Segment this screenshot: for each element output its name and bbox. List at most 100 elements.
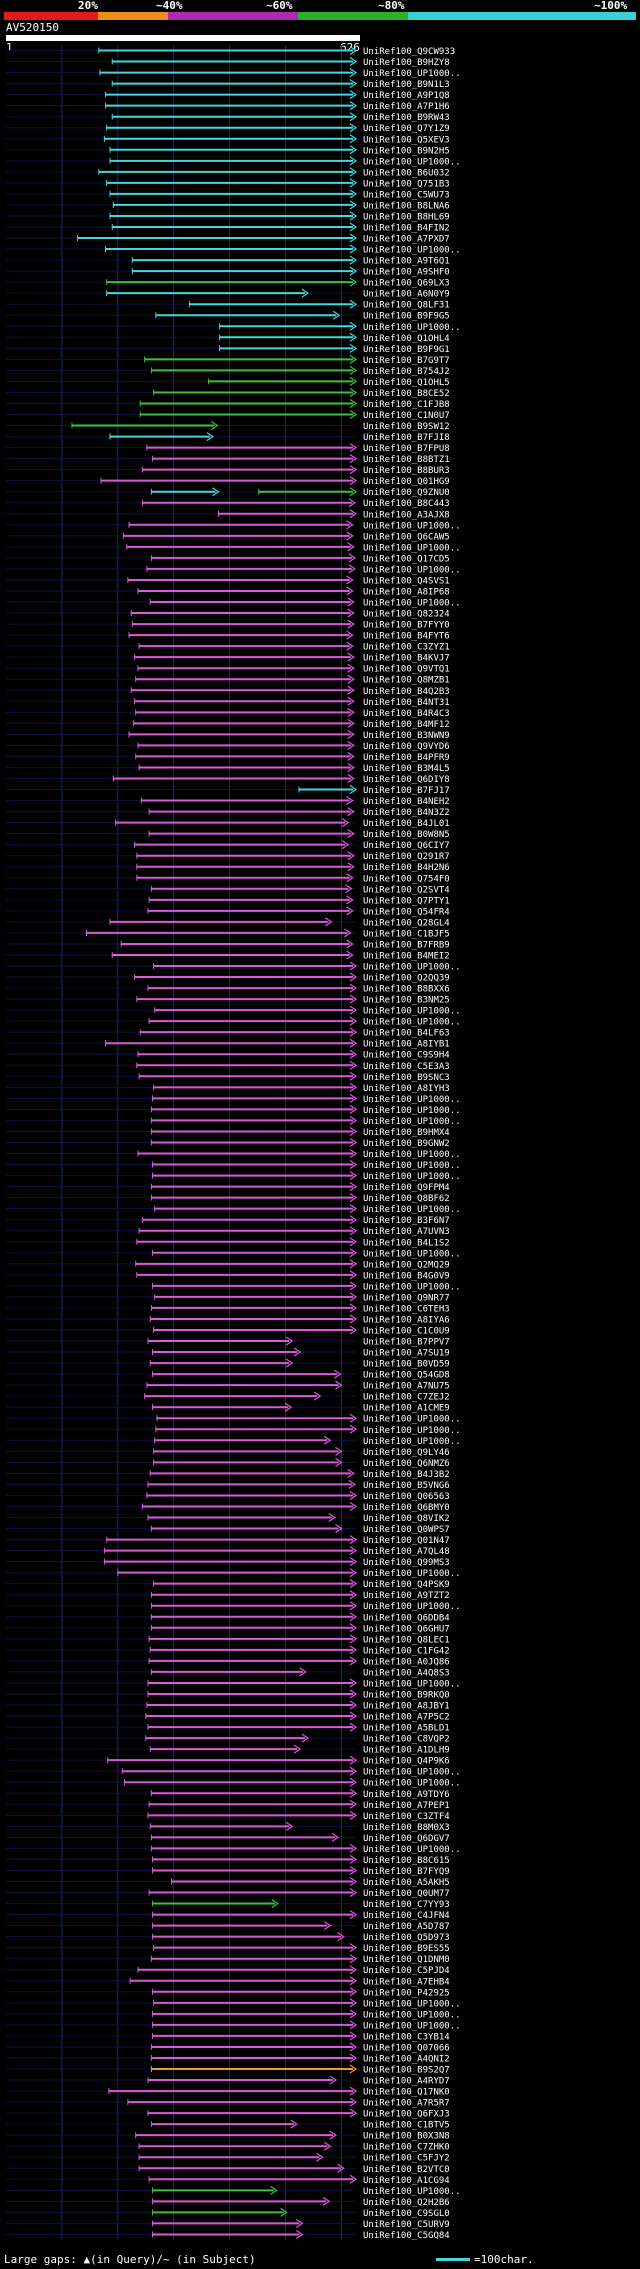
hit-row[interactable]: UniRef100_B4G0V9 <box>6 1270 450 1282</box>
hit-row[interactable]: UniRef100_B4MF12 <box>6 718 450 730</box>
hit-row[interactable]: UniRef100_Q8LEC1 <box>6 1634 450 1646</box>
hit-label[interactable]: UniRef100_B3NWN9 <box>363 731 450 741</box>
hit-label[interactable]: UniRef100_Q82324 <box>363 610 450 620</box>
hit-row[interactable]: UniRef100_A8IYH3 <box>6 1082 450 1094</box>
hit-label[interactable]: UniRef100_A7PXD7 <box>363 235 450 245</box>
hit-label[interactable]: UniRef100_C5FJY2 <box>363 2154 450 2164</box>
hit-label[interactable]: UniRef100_C9SGL0 <box>363 2209 450 2219</box>
hit-label[interactable]: UniRef100_A1DLH9 <box>363 1746 450 1756</box>
hit-label[interactable]: UniRef100_C5URV9 <box>363 2220 450 2230</box>
hit-row[interactable]: UniRef100_C5E3A3 <box>6 1060 450 1072</box>
hit-row[interactable]: UniRef100_UP1000.. <box>6 1601 461 1613</box>
hit-row[interactable]: UniRef100_Q01HG9 <box>6 476 450 488</box>
hit-row[interactable]: UniRef100_Q0WPS7 <box>6 1524 450 1536</box>
hit-row[interactable]: UniRef100_A7NU75 <box>6 1380 450 1392</box>
hit-label[interactable]: UniRef100_UP1000.. <box>363 1602 461 1612</box>
hit-label[interactable]: UniRef100_Q01HG9 <box>363 477 450 487</box>
hit-label[interactable]: UniRef100_B7FRB9 <box>363 940 450 950</box>
hit-label[interactable]: UniRef100_Q5XEV3 <box>363 135 450 145</box>
hit-label[interactable]: UniRef100_A9T6Q1 <box>363 257 450 267</box>
hit-label[interactable]: UniRef100_B4PFR9 <box>363 753 450 763</box>
hit-row[interactable]: UniRef100_A7SU19 <box>6 1347 450 1359</box>
hit-row[interactable]: UniRef100_B7FPU8 <box>6 443 450 455</box>
hit-row[interactable]: UniRef100_Q82324 <box>6 608 450 620</box>
hit-row[interactable]: UniRef100_Q6DIY8 <box>6 773 450 785</box>
hit-row[interactable]: UniRef100_UP1000.. <box>6 2020 461 2032</box>
hit-row[interactable]: UniRef100_A1DLH9 <box>6 1744 450 1756</box>
hit-label[interactable]: UniRef100_B8CE52 <box>363 389 450 399</box>
hit-row[interactable]: UniRef100_UP1000.. <box>6 1104 461 1116</box>
hit-row[interactable]: UniRef100_B8C443 <box>6 498 450 510</box>
hit-row[interactable]: UniRef100_Q8BF62 <box>6 1193 450 1205</box>
hit-row[interactable]: UniRef100_Q54GD8 <box>6 1369 450 1381</box>
hit-row[interactable]: UniRef100_UP1000.. <box>6 1843 461 1855</box>
hit-label[interactable]: UniRef100_Q9VTQ1 <box>363 665 450 675</box>
hit-row[interactable]: UniRef100_Q8LF31 <box>6 299 450 311</box>
hit-label[interactable]: UniRef100_Q4PSK9 <box>363 1580 450 1590</box>
hit-row[interactable]: UniRef100_UP1000.. <box>6 597 461 609</box>
hit-row[interactable]: UniRef100_C6TEH3 <box>6 1303 450 1315</box>
hit-label[interactable]: UniRef100_UP1000.. <box>363 1150 461 1160</box>
hit-label[interactable]: UniRef100_A4QNI2 <box>363 2054 450 2064</box>
hit-label[interactable]: UniRef100_A8IP68 <box>363 587 450 597</box>
hit-label[interactable]: UniRef100_Q9VYD6 <box>363 742 450 752</box>
hit-label[interactable]: UniRef100_C1BJF5 <box>363 929 450 939</box>
hit-label[interactable]: UniRef100_B4Q2B3 <box>363 687 450 697</box>
hit-row[interactable]: UniRef100_B4FIN2 <box>6 222 450 234</box>
hit-row[interactable]: UniRef100_Q9VYD6 <box>6 740 450 752</box>
hit-row[interactable]: UniRef100_B4NEH2 <box>6 796 450 808</box>
hit-row[interactable]: UniRef100_C1N0U7 <box>6 410 450 422</box>
hit-label[interactable]: UniRef100_Q6NMZ6 <box>363 1459 450 1469</box>
hit-row[interactable]: UniRef100_A3AJX8 <box>6 509 450 521</box>
hit-row[interactable]: UniRef100_UP1000.. <box>6 1016 461 1028</box>
hit-label[interactable]: UniRef100_B9N2H5 <box>363 146 450 156</box>
hit-row[interactable]: UniRef100_Q4SVS1 <box>6 575 450 587</box>
hit-row[interactable]: UniRef100_Q4PSK9 <box>6 1579 450 1591</box>
hit-row[interactable]: UniRef100_Q9NR77 <box>6 1292 450 1304</box>
hit-row[interactable]: UniRef100_UP1000.. <box>6 321 461 333</box>
hit-label[interactable]: UniRef100_B9S2Q7 <box>363 2066 450 2076</box>
hit-row[interactable]: UniRef100_C1FJB8 <box>6 398 450 410</box>
hit-label[interactable]: UniRef100_UP1000.. <box>363 1569 461 1579</box>
hit-label[interactable]: UniRef100_Q9LY46 <box>363 1448 450 1458</box>
hit-row[interactable]: UniRef100_UP1000.. <box>6 1568 461 1580</box>
hit-row[interactable]: UniRef100_UP1000.. <box>6 1115 461 1127</box>
hit-label[interactable]: UniRef100_B0W8N5 <box>363 830 450 840</box>
hit-row[interactable]: UniRef100_Q751B3 <box>6 178 450 190</box>
hit-label[interactable]: UniRef100_B8BUR3 <box>363 466 450 476</box>
hit-row[interactable]: UniRef100_C4JFN4 <box>6 1910 450 1922</box>
hit-label[interactable]: UniRef100_B6U032 <box>363 168 450 178</box>
hit-label[interactable]: UniRef100_C5PJD4 <box>363 1966 450 1976</box>
hit-label[interactable]: UniRef100_C9S9H4 <box>363 1051 450 1061</box>
hit-row[interactable]: UniRef100_B8C615 <box>6 1854 450 1866</box>
hit-row[interactable]: UniRef100_B7FJI8 <box>6 432 450 444</box>
hit-label[interactable]: UniRef100_UP1000.. <box>363 157 461 167</box>
hit-row[interactable]: UniRef100_B9S2Q7 <box>6 2064 450 2076</box>
hit-label[interactable]: UniRef100_B8LNA6 <box>363 201 450 211</box>
hit-row[interactable]: UniRef100_Q01N47 <box>6 1535 450 1547</box>
hit-label[interactable]: UniRef100_B9HZY8 <box>363 58 450 68</box>
hit-label[interactable]: UniRef100_B4MF12 <box>363 720 450 730</box>
hit-row[interactable]: UniRef100_Q5XEV3 <box>6 134 450 146</box>
hit-row[interactable]: UniRef100_C3YB14 <box>6 2031 450 2043</box>
hit-row[interactable]: UniRef100_B9RKQ0 <box>6 1689 450 1701</box>
hit-row[interactable]: UniRef100_Q1DNM0 <box>6 1954 450 1966</box>
hit-label[interactable]: UniRef100_A4Q8S3 <box>363 1668 450 1678</box>
hit-label[interactable]: UniRef100_A5AKH5 <box>363 1878 450 1888</box>
hit-label[interactable]: UniRef100_A8IYB1 <box>363 1040 450 1050</box>
hit-row[interactable]: UniRef100_Q2SVT4 <box>6 884 450 896</box>
hit-row[interactable]: UniRef100_Q2H2B6 <box>6 2196 450 2208</box>
hit-row[interactable]: UniRef100_UP1000.. <box>6 1248 461 1260</box>
hit-row[interactable]: UniRef100_A8IP68 <box>6 586 450 598</box>
hit-row[interactable]: UniRef100_B9HZY8 <box>6 57 450 69</box>
hit-label[interactable]: UniRef100_Q69LX3 <box>363 279 450 289</box>
hit-label[interactable]: UniRef100_C1C0U9 <box>363 1326 450 1336</box>
hit-row[interactable]: UniRef100_B9RW43 <box>6 112 450 124</box>
hit-label[interactable]: UniRef100_Q99MS3 <box>363 1558 450 1568</box>
hit-label[interactable]: UniRef100_UP1000.. <box>363 246 461 256</box>
hit-label[interactable]: UniRef100_B8C443 <box>363 499 450 509</box>
hit-label[interactable]: UniRef100_B9GNW2 <box>363 1139 450 1149</box>
hit-row[interactable]: UniRef100_Q07066 <box>6 2042 450 2054</box>
hit-row[interactable]: UniRef100_Q7Y1Z9 <box>6 123 450 135</box>
hit-row[interactable]: UniRef100_A1CG94 <box>6 2174 450 2186</box>
